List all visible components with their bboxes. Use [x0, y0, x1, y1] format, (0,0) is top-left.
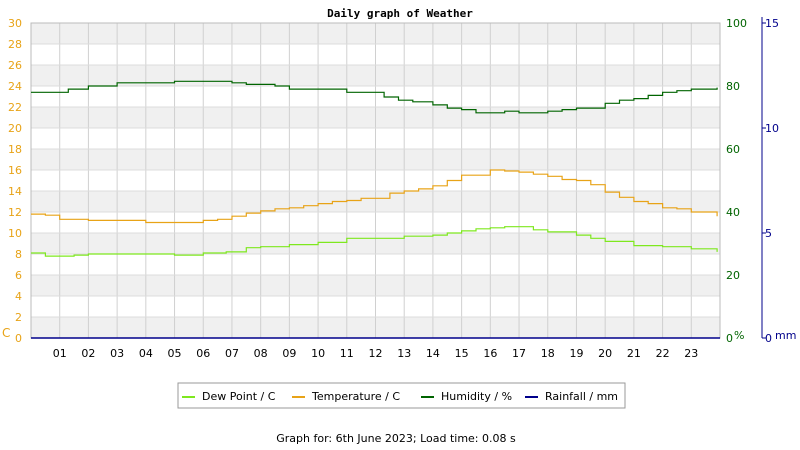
legend-label: Dew Point / C — [202, 390, 276, 403]
left-tick-label: 26 — [8, 59, 22, 72]
x-tick-label: 06 — [196, 347, 210, 360]
humidity-axis-unit: % — [734, 329, 744, 342]
left-tick-label: 6 — [15, 269, 22, 282]
rainfall-tick-label: 0 — [765, 332, 772, 345]
x-tick-label: 02 — [81, 347, 95, 360]
rainfall-axis: 0 5 10 15 mm — [761, 17, 796, 345]
humidity-tick-label: 80 — [726, 80, 740, 93]
series-line-temperature — [31, 169, 718, 224]
x-tick-label: 19 — [569, 347, 583, 360]
x-tick-label: 04 — [139, 347, 153, 360]
left-tick-label: 20 — [8, 122, 22, 135]
humidity-axis: 0 20 40 60 80 100% — [726, 17, 747, 345]
left-tick-label: 4 — [15, 290, 22, 303]
x-tick-label: 20 — [598, 347, 612, 360]
left-tick-label: 22 — [8, 101, 22, 114]
x-tick-label: 23 — [684, 347, 698, 360]
left-tick-label: 2 — [15, 311, 22, 324]
x-tick-label: 10 — [311, 347, 325, 360]
x-tick-label: 16 — [483, 347, 497, 360]
rainfall-tick-label: 15 — [765, 17, 779, 30]
legend-label: Temperature / C — [311, 390, 400, 403]
x-tick-label: 12 — [369, 347, 383, 360]
vertical-grid — [59, 23, 692, 338]
legend-box — [177, 382, 626, 409]
chart-title: Daily graph of Weather — [327, 7, 473, 20]
x-tick-label: 07 — [225, 347, 239, 360]
humidity-tick-label: 20 — [726, 269, 740, 282]
x-tick-label: 11 — [340, 347, 354, 360]
x-tick-label: 17 — [512, 347, 526, 360]
rainfall-tick-label: 5 — [765, 227, 772, 240]
left-tick-label: 8 — [15, 248, 22, 261]
humidity-tick-label: 100 — [726, 17, 747, 30]
left-tick-label: 30 — [8, 17, 22, 30]
series-line-humidity — [31, 80, 718, 114]
x-tick-label: 15 — [455, 347, 469, 360]
x-tick-label: 08 — [254, 347, 268, 360]
left-axis-unit: C — [2, 326, 10, 340]
x-tick-label: 22 — [656, 347, 670, 360]
x-tick-label: 09 — [282, 347, 296, 360]
x-tick-label: 03 — [110, 347, 124, 360]
horizontal-grid — [31, 22, 720, 339]
legend-label: Humidity / % — [441, 390, 512, 403]
series-layer — [31, 80, 720, 339]
legend-label: Rainfall / mm — [545, 390, 618, 403]
left-tick-label: 0 — [15, 332, 22, 345]
rainfall-axis-unit: mm — [775, 329, 796, 342]
x-tick-label: 05 — [168, 347, 182, 360]
humidity-tick-label: 40 — [726, 206, 740, 219]
x-tick-label: 13 — [397, 347, 411, 360]
humidity-tick-label: 60 — [726, 143, 740, 156]
left-tick-label: 28 — [8, 38, 22, 51]
left-tick-label: 14 — [8, 185, 22, 198]
humidity-tick-label: 0 — [726, 332, 733, 345]
left-tick-label: 10 — [8, 227, 22, 240]
x-tick-label: 14 — [426, 347, 440, 360]
legend: Dew Point / C Temperature / C Humidity / %… — [177, 382, 626, 409]
left-tick-label: 16 — [8, 164, 22, 177]
left-tick-label: 24 — [8, 80, 22, 93]
series-line-dew-point — [31, 226, 718, 257]
x-tick-label: 01 — [53, 347, 67, 360]
left-tick-label: 12 — [8, 206, 22, 219]
rainfall-tick-label: 10 — [765, 122, 779, 135]
x-axis: 01 02 03 04 05 06 07 08 09 10 11 12 13 14 15 16 17 18 19 20… — [53, 347, 699, 360]
footer-text: Graph for: 6th June 2023; Load time: 0.0… — [276, 432, 516, 445]
left-tick-label: 18 — [8, 143, 22, 156]
x-tick-label: 18 — [541, 347, 555, 360]
x-tick-label: 21 — [627, 347, 641, 360]
